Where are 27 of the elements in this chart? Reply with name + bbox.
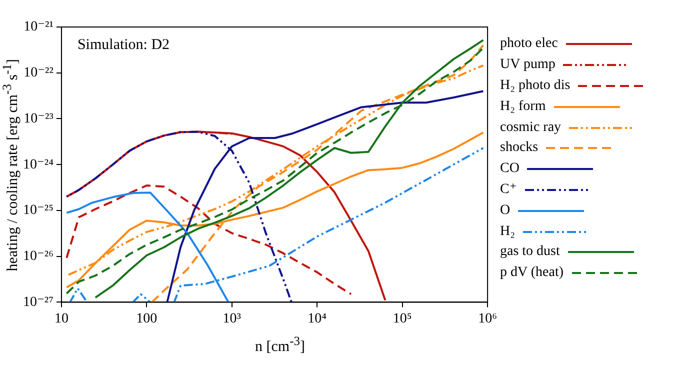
y-tick-label: 10⁻²⁴ bbox=[23, 157, 54, 172]
annotation: Simulation: D2 bbox=[77, 36, 170, 53]
legend-label: gas to dust bbox=[500, 244, 560, 260]
legend-label: cosmic ray bbox=[500, 120, 562, 136]
y-tick-label: 10⁻²³ bbox=[24, 111, 54, 126]
y-tick-label: 10⁻²² bbox=[24, 66, 54, 81]
x-tick-label: 10³ bbox=[222, 311, 242, 326]
y-tick-label: 10⁻²⁶ bbox=[23, 249, 54, 264]
y-tick-label: 10⁻²⁷ bbox=[23, 294, 54, 310]
x-tick-label: 100 bbox=[136, 311, 158, 326]
y-tick-label: 10⁻²⁵ bbox=[23, 203, 54, 218]
legend-label: CO bbox=[500, 161, 520, 178]
x-tick-label: 10 bbox=[54, 311, 68, 326]
legend-label: shocks bbox=[500, 140, 538, 156]
legend-label: O bbox=[500, 202, 510, 219]
x-tick-label: 10⁶ bbox=[478, 311, 498, 326]
legend-label: H₂ photo dis bbox=[500, 78, 570, 94]
legend-label: H₂ form bbox=[500, 98, 546, 115]
legend-label: UV pump bbox=[500, 57, 556, 74]
y-tick-label: 10⁻²¹ bbox=[24, 20, 54, 35]
legend-label: C⁺ bbox=[500, 181, 517, 198]
legend-label: p dV (heat) bbox=[500, 265, 564, 282]
x-axis-title: n [cm$^{-3}$] bbox=[255, 334, 305, 355]
legend-label: photo elec bbox=[500, 36, 558, 52]
x-tick-label: 10⁴ bbox=[308, 311, 327, 326]
x-tick-label: 10⁵ bbox=[392, 311, 412, 326]
legend-label: H₂ bbox=[500, 224, 515, 240]
